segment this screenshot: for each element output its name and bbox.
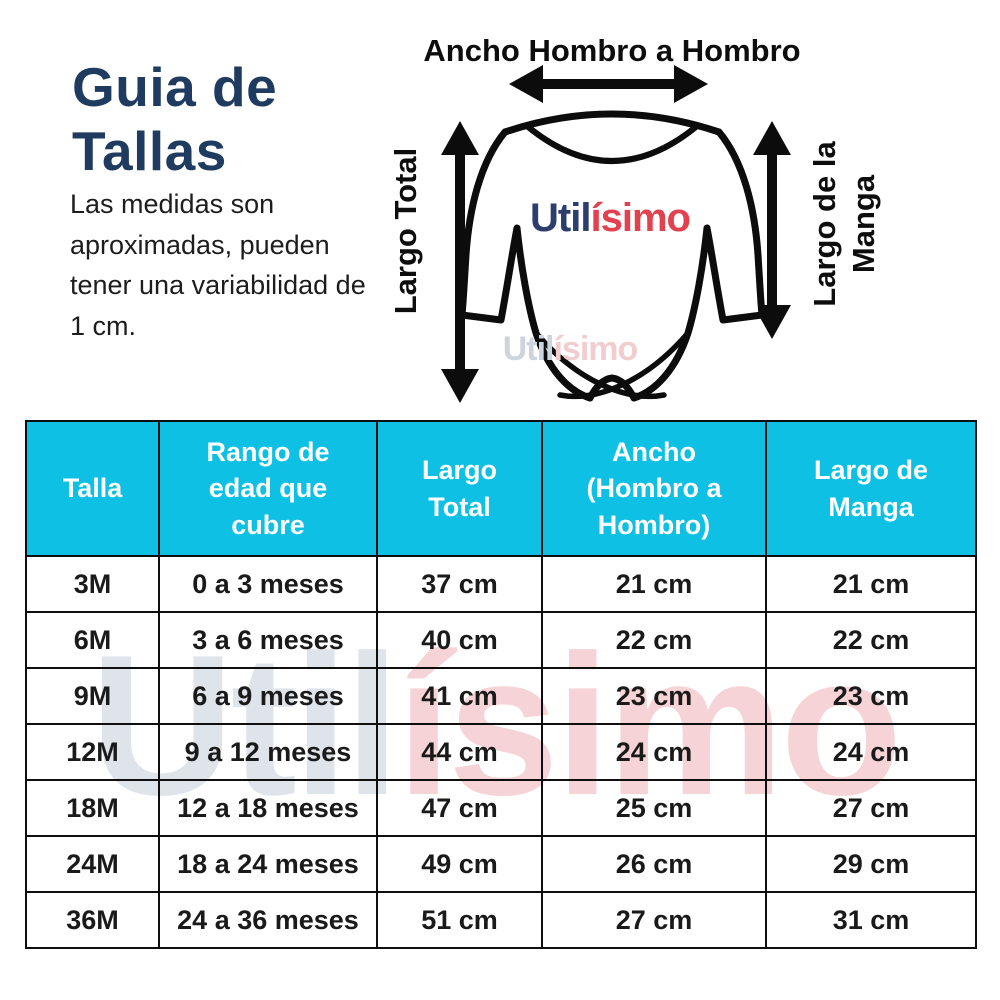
- shoulder-width-arrow: [509, 65, 708, 103]
- cell-talla: 12M: [25, 723, 160, 781]
- cell-largo: 51 cm: [376, 891, 543, 949]
- cell-talla: 36M: [25, 891, 160, 949]
- cell-ancho: 26 cm: [541, 835, 767, 893]
- cell-talla: 24M: [25, 835, 160, 893]
- table-row: 3M 0 a 3 meses 37 cm 21 cm 21 cm: [25, 555, 977, 613]
- table-row: 36M 24 a 36 meses 51 cm 27 cm 31 cm: [25, 891, 977, 949]
- brand-logo: Utilísimo: [470, 196, 750, 241]
- table-row: 18M 12 a 18 meses 47 cm 25 cm 27 cm: [25, 779, 977, 837]
- table-row: 6M 3 a 6 meses 40 cm 22 cm 22 cm: [25, 611, 977, 669]
- table-row: 9M 6 a 9 meses 41 cm 23 cm 23 cm: [25, 667, 977, 725]
- total-length-label: Largo Total: [388, 147, 423, 315]
- cell-manga: 27 cm: [765, 779, 977, 837]
- cell-manga: 31 cm: [765, 891, 977, 949]
- cell-rango: 6 a 9 meses: [158, 667, 378, 725]
- cell-ancho: 25 cm: [541, 779, 767, 837]
- onesie-watermark-part1: Util: [502, 330, 555, 368]
- cell-rango: 24 a 36 meses: [158, 891, 378, 949]
- cell-largo: 47 cm: [376, 779, 543, 837]
- cell-talla: 6M: [25, 611, 160, 669]
- cell-ancho: 23 cm: [541, 667, 767, 725]
- cell-largo: 40 cm: [376, 611, 543, 669]
- sleeve-length-label: Largo de la Manga: [807, 141, 881, 307]
- brand-logo-part1: Util: [530, 196, 591, 240]
- onesie-measurement-diagram: [441, 65, 791, 403]
- page-title: Guia de Tallas: [72, 56, 277, 184]
- table-row: 12M 9 a 12 meses 44 cm 24 cm 24 cm: [25, 723, 977, 781]
- cell-rango: 9 a 12 meses: [158, 723, 378, 781]
- shoulder-width-label: Ancho Hombro a Hombro: [423, 33, 801, 68]
- cell-manga: 22 cm: [765, 611, 977, 669]
- cell-largo: 44 cm: [376, 723, 543, 781]
- cell-talla: 9M: [25, 667, 160, 725]
- total-length-arrow: [441, 121, 479, 403]
- page-title-line2: Tallas: [72, 119, 227, 182]
- cell-rango: 12 a 18 meses: [158, 779, 378, 837]
- header-largo-total: Largo Total: [376, 420, 543, 557]
- brand-logo-part2: ísimo: [590, 196, 690, 240]
- cell-manga: 23 cm: [765, 667, 977, 725]
- cell-ancho: 24 cm: [541, 723, 767, 781]
- cell-ancho: 22 cm: [541, 611, 767, 669]
- header-rango-edad: Rango de edad que cubre: [158, 420, 378, 557]
- cell-talla: 18M: [25, 779, 160, 837]
- size-table: Talla Rango de edad que cubre Largo Tota…: [25, 420, 977, 949]
- cell-manga: 29 cm: [765, 835, 977, 893]
- cell-largo: 37 cm: [376, 555, 543, 613]
- header-row: Talla Rango de edad que cubre Largo Tota…: [25, 420, 977, 557]
- size-table-body: 3M 0 a 3 meses 37 cm 21 cm 21 cm 6M 3 a …: [25, 555, 977, 949]
- cell-rango: 3 a 6 meses: [158, 611, 378, 669]
- measurement-note: Las medidas son aproximadas, pueden tene…: [70, 189, 366, 341]
- cell-ancho: 21 cm: [541, 555, 767, 613]
- cell-manga: 21 cm: [765, 555, 977, 613]
- onesie-watermark: Utilísimo: [455, 330, 685, 369]
- neckline-curve: [524, 123, 700, 164]
- cell-ancho: 27 cm: [541, 891, 767, 949]
- cell-rango: 0 a 3 meses: [158, 555, 378, 613]
- table-row: 24M 18 a 24 meses 49 cm 26 cm 29 cm: [25, 835, 977, 893]
- cell-largo: 49 cm: [376, 835, 543, 893]
- onesie-watermark-part2: ísimo: [553, 330, 638, 368]
- leg-seam-right: [557, 330, 691, 400]
- cell-talla: 3M: [25, 555, 160, 613]
- header-talla: Talla: [25, 420, 160, 557]
- header-largo-manga: Largo de Manga: [765, 420, 977, 557]
- size-table-header: Talla Rango de edad que cubre Largo Tota…: [25, 420, 977, 557]
- leg-seam-left: [533, 330, 667, 400]
- page-title-line1: Guia de: [72, 56, 278, 118]
- cell-rango: 18 a 24 meses: [158, 835, 378, 893]
- cell-manga: 24 cm: [765, 723, 977, 781]
- onesie-outline: [458, 110, 766, 402]
- header-ancho: Ancho (Hombro a Hombro): [541, 420, 767, 557]
- cell-largo: 41 cm: [376, 667, 543, 725]
